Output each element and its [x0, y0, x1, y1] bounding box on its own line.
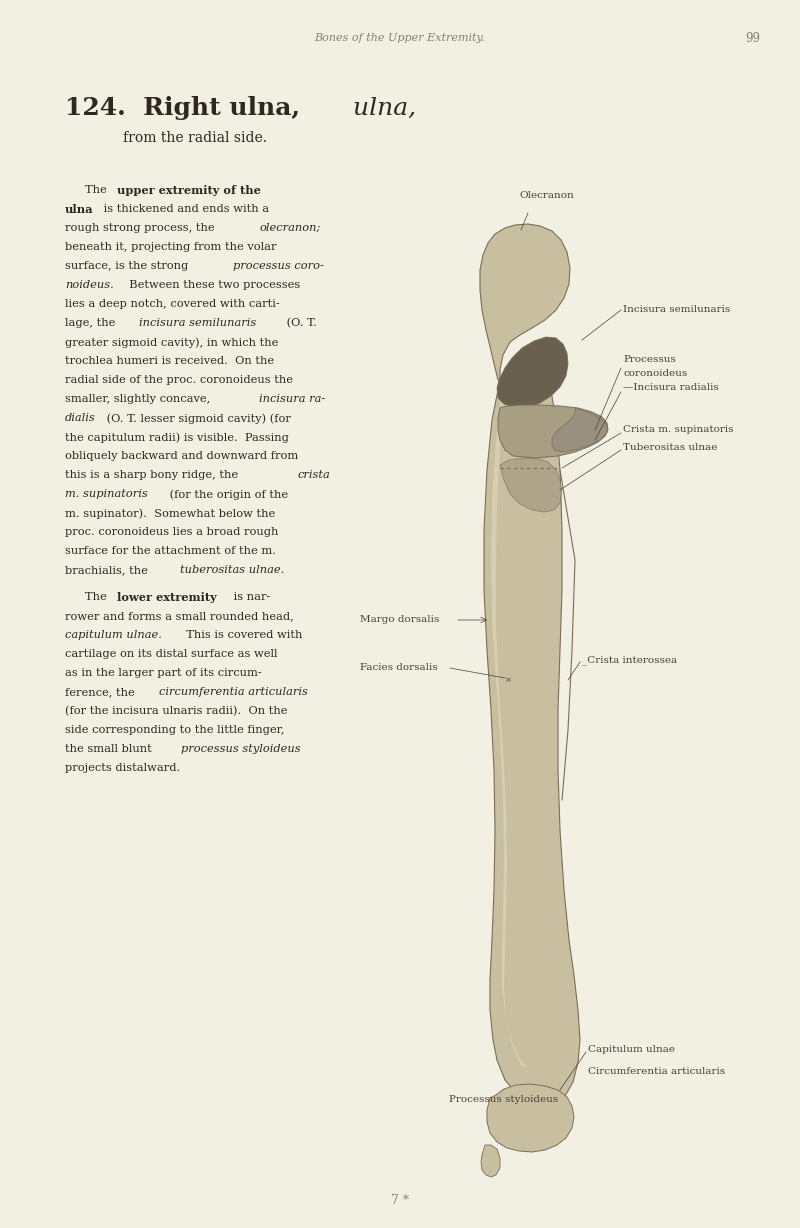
Polygon shape: [480, 223, 570, 379]
Text: as in the larger part of its circum-: as in the larger part of its circum-: [65, 668, 262, 678]
Text: ulna: ulna: [65, 204, 94, 215]
Text: lage, the: lage, the: [65, 318, 119, 328]
Polygon shape: [498, 405, 608, 458]
Text: circumferentia articularis: circumferentia articularis: [159, 686, 308, 698]
Text: (for the incisura ulnaris radii).  On the: (for the incisura ulnaris radii). On the: [65, 706, 287, 716]
Text: coronoideus: coronoideus: [623, 370, 687, 378]
Text: rower and forms a small rounded head,: rower and forms a small rounded head,: [65, 612, 294, 621]
Text: Margo dorsalis: Margo dorsalis: [360, 615, 439, 625]
Text: 7 *: 7 *: [391, 1194, 409, 1206]
Text: radial side of the proc. coronoideus the: radial side of the proc. coronoideus the: [65, 375, 293, 386]
Text: processus coro-: processus coro-: [233, 262, 324, 271]
Text: surface, is the strong: surface, is the strong: [65, 262, 192, 271]
Text: m. supinator).  Somewhat below the: m. supinator). Somewhat below the: [65, 508, 275, 518]
Text: the capitulum radii) is visible.  Passing: the capitulum radii) is visible. Passing: [65, 432, 289, 442]
Text: this is a sharp bony ridge, the: this is a sharp bony ridge, the: [65, 470, 242, 480]
Polygon shape: [481, 1144, 500, 1176]
Text: lies a deep notch, covered with carti-: lies a deep notch, covered with carti-: [65, 298, 280, 309]
Text: ference, the: ference, the: [65, 686, 138, 698]
Text: is thickened and ends with a: is thickened and ends with a: [100, 204, 269, 214]
Text: Olecranon: Olecranon: [519, 190, 574, 199]
Text: rough strong process, the: rough strong process, the: [65, 223, 218, 233]
Text: greater sigmoid cavity), in which the: greater sigmoid cavity), in which the: [65, 336, 278, 348]
Text: noideus.: noideus.: [65, 280, 114, 290]
Text: ×: ×: [505, 675, 511, 684]
Text: Between these two processes: Between these two processes: [122, 280, 300, 290]
Text: Incisura semilunaris: Incisura semilunaris: [623, 306, 730, 314]
Text: Capitulum ulnae: Capitulum ulnae: [588, 1045, 675, 1055]
Text: brachialis, the: brachialis, the: [65, 565, 151, 575]
Text: incisura ra-: incisura ra-: [259, 394, 326, 404]
Text: from the radial side.: from the radial side.: [123, 131, 267, 145]
Polygon shape: [552, 408, 607, 452]
Text: processus styloideus: processus styloideus: [181, 744, 301, 754]
Polygon shape: [500, 458, 562, 512]
Text: 124.  Right ulna,: 124. Right ulna,: [65, 96, 300, 120]
Text: Facies dorsalis: Facies dorsalis: [360, 663, 438, 673]
Text: This is covered with: This is covered with: [179, 630, 302, 640]
Text: trochlea humeri is received.  On the: trochlea humeri is received. On the: [65, 356, 274, 366]
Text: (for the origin of the: (for the origin of the: [166, 489, 288, 500]
Text: beneath it, projecting from the volar: beneath it, projecting from the volar: [65, 242, 277, 252]
Text: Processus styloideus: Processus styloideus: [450, 1095, 558, 1104]
Text: Circumferentia articularis: Circumferentia articularis: [588, 1067, 725, 1077]
Text: upper extremity of the: upper extremity of the: [117, 185, 261, 196]
Polygon shape: [497, 336, 568, 406]
Text: cartilage on its distal surface as well: cartilage on its distal surface as well: [65, 650, 278, 659]
Text: m. supinatoris: m. supinatoris: [65, 489, 148, 499]
Text: tuberositas ulnae.: tuberositas ulnae.: [180, 565, 284, 575]
Text: capitulum ulnae.: capitulum ulnae.: [65, 630, 162, 640]
Text: _Crista interossea: _Crista interossea: [582, 656, 677, 664]
Text: Processus: Processus: [623, 355, 676, 365]
Text: Crista m. supinatoris: Crista m. supinatoris: [623, 425, 734, 435]
Polygon shape: [484, 379, 580, 1102]
Text: smaller, slightly concave,: smaller, slightly concave,: [65, 394, 214, 404]
Text: Bones of the Upper Extremity.: Bones of the Upper Extremity.: [314, 33, 486, 43]
Text: Tuberositas ulnae: Tuberositas ulnae: [623, 443, 718, 452]
Text: The: The: [85, 592, 110, 602]
Text: the small blunt: the small blunt: [65, 744, 155, 754]
Text: (O. T.: (O. T.: [283, 318, 317, 328]
Polygon shape: [487, 1084, 574, 1152]
Text: side corresponding to the little finger,: side corresponding to the little finger,: [65, 725, 285, 736]
Text: obliquely backward and downward from: obliquely backward and downward from: [65, 451, 298, 460]
Text: ulna,: ulna,: [345, 97, 416, 119]
Polygon shape: [491, 391, 528, 1067]
Text: proc. coronoideus lies a broad rough: proc. coronoideus lies a broad rough: [65, 527, 278, 537]
Text: The: The: [85, 185, 110, 195]
Text: incisura semilunaris: incisura semilunaris: [139, 318, 256, 328]
Text: olecranon;: olecranon;: [260, 223, 322, 233]
Text: crista: crista: [298, 470, 330, 480]
Text: dialis: dialis: [65, 413, 96, 422]
Text: (O. T. lesser sigmoid cavity) (for: (O. T. lesser sigmoid cavity) (for: [103, 413, 291, 424]
Text: projects distalward.: projects distalward.: [65, 763, 180, 772]
Text: —Incisura radialis: —Incisura radialis: [623, 383, 718, 393]
Text: surface for the attachment of the m.: surface for the attachment of the m.: [65, 546, 276, 556]
Text: 99: 99: [745, 32, 760, 44]
Text: is nar-: is nar-: [230, 592, 270, 602]
Text: lower extremity: lower extremity: [117, 592, 217, 603]
